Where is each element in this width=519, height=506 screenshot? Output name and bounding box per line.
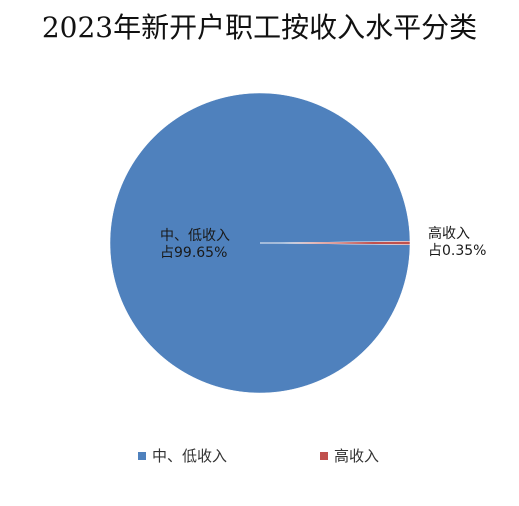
data-label-high-income-name: 高收入 (428, 226, 470, 242)
data-label-low-mid-income: 中、低收入 占99.65% (160, 228, 230, 262)
pie-slice-high-income[interactable] (259, 241, 411, 245)
legend-label-high-income: 高收入 (334, 447, 380, 465)
legend-swatch-low-mid-income (138, 452, 146, 460)
data-label-high-income: 高收入 占0.35% (428, 226, 486, 260)
data-label-low-mid-income-name: 中、低收入 (160, 228, 230, 244)
legend-item-high-income[interactable]: 高收入 (320, 444, 379, 468)
data-label-low-mid-income-value: 占99.65% (160, 245, 228, 261)
data-label-high-income-value: 占0.35% (428, 243, 487, 259)
chart-title: 2023年新开户职工按收入水平分类 (41, 11, 478, 44)
pie-slice-low-mid-income[interactable] (109, 92, 411, 394)
pie-slices (109, 92, 411, 394)
legend-item-low-mid-income[interactable]: 中、低收入 (138, 444, 227, 468)
legend-swatch-high-income (320, 452, 328, 460)
legend-label-low-mid-income: 中、低收入 (152, 447, 228, 465)
chart-legend: 中、低收入 高收入 (0, 444, 519, 468)
